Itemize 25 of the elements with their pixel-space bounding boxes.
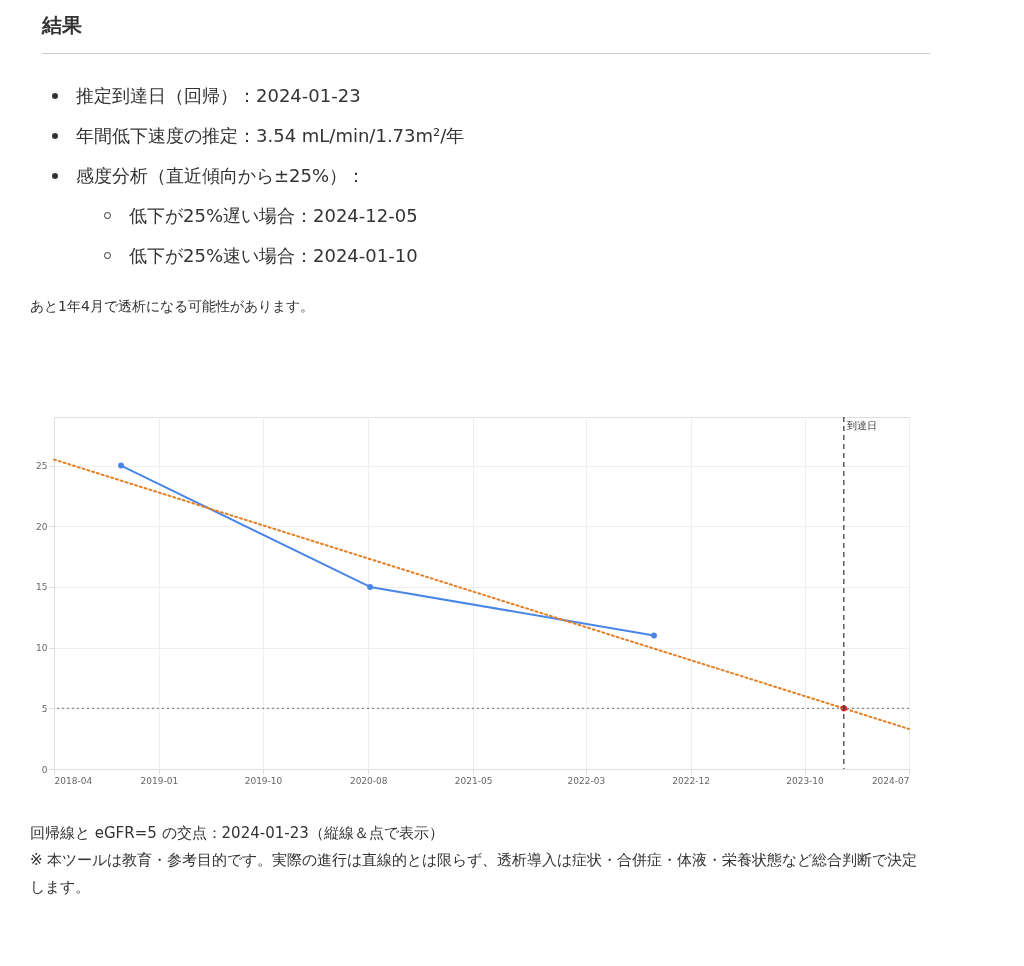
x-tick-label: 2020-08	[349, 775, 388, 786]
x-tick-label: 2022-03	[567, 775, 606, 786]
y-tick-label: 0	[41, 764, 48, 775]
y-tick-label: 10	[36, 643, 48, 654]
x-tick-label: 2022-12	[672, 775, 710, 786]
text: 回帰線と eGFR=5 の交点：2024-01-23（縦線＆点で表示）	[30, 823, 445, 844]
y-tick-label: 20	[36, 521, 48, 532]
x-tick-label: 2018-04	[54, 775, 93, 786]
chart-title: 結果	[42, 8, 930, 54]
text: 低下が25%遅い場合：2024-12-05	[129, 205, 418, 226]
x-tick-label: 2024-07	[871, 775, 910, 786]
x-tick-label: 2021-05	[454, 775, 493, 786]
text: あと1年4月で透析になる可能性があります。	[30, 298, 315, 316]
y-tick-label: 15	[36, 582, 48, 593]
text: 感度分析（直近傾向から±25%）：	[76, 165, 366, 186]
text: 推定到達日（回帰）：2024-01-23	[76, 85, 361, 106]
x-tick-label: 2019-10	[244, 775, 283, 786]
x-tick-label: 2019-01	[140, 775, 179, 786]
y-tick-label: 5	[41, 703, 48, 714]
text: 低下が25%速い場合：2024-01-10	[129, 245, 418, 266]
text: ※ 本ツールは教育・参考目的です。実際の進行は直線的とは限らず、透析導入は症状・合併症・体液・栄養状態など総合判断で決定します。	[30, 850, 919, 898]
text: 年間低下速度の推定：3.54 mL/min/1.73m²/年	[76, 125, 465, 146]
x-tick-label: 2023-10	[786, 775, 825, 786]
y-tick-label: 25	[36, 461, 48, 472]
ref-line-label: 到達日	[846, 420, 877, 431]
